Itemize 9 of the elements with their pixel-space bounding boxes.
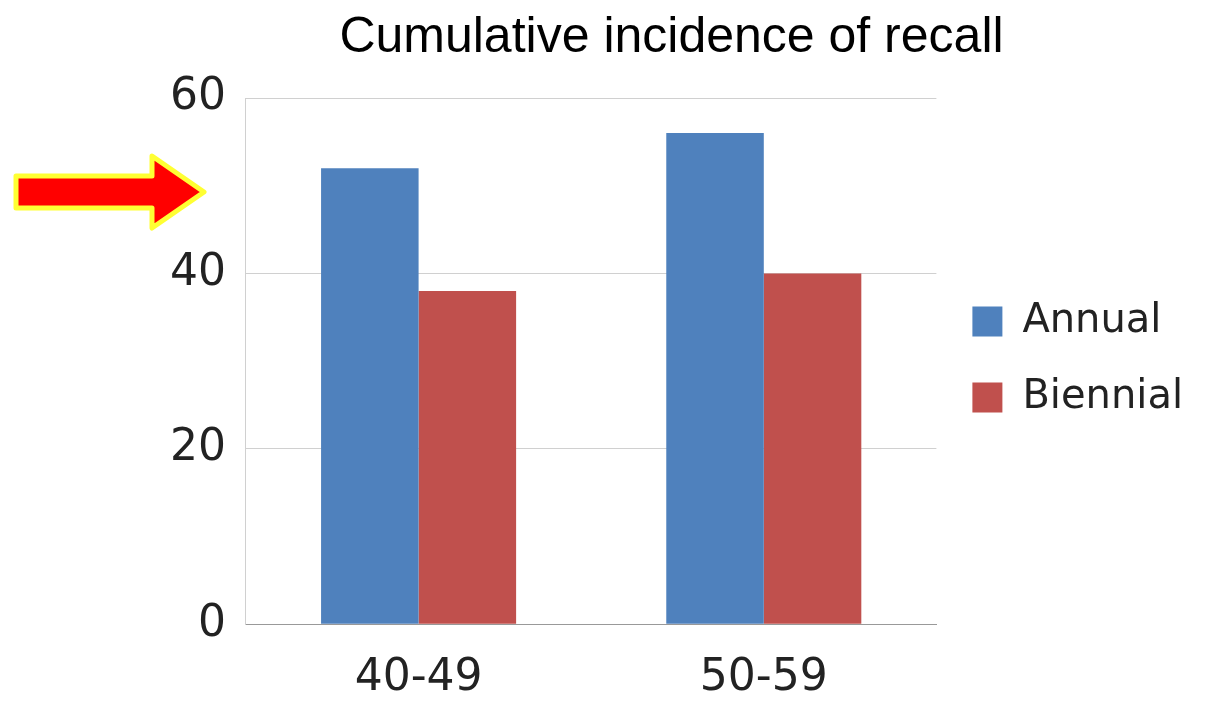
x-tick-label: 40-49: [354, 649, 483, 701]
y-tick-label: 0: [197, 594, 226, 646]
legend-label: Annual: [1022, 294, 1162, 341]
y-tick-label: 60: [169, 68, 226, 120]
x-tick-label: 50-59: [699, 649, 828, 701]
y-tick-label: 20: [169, 419, 226, 471]
y-tick-label: 40: [169, 243, 226, 295]
legend-label: Biennial: [1022, 370, 1183, 417]
chart-title: Cumulative incidence of recall: [339, 6, 1004, 63]
